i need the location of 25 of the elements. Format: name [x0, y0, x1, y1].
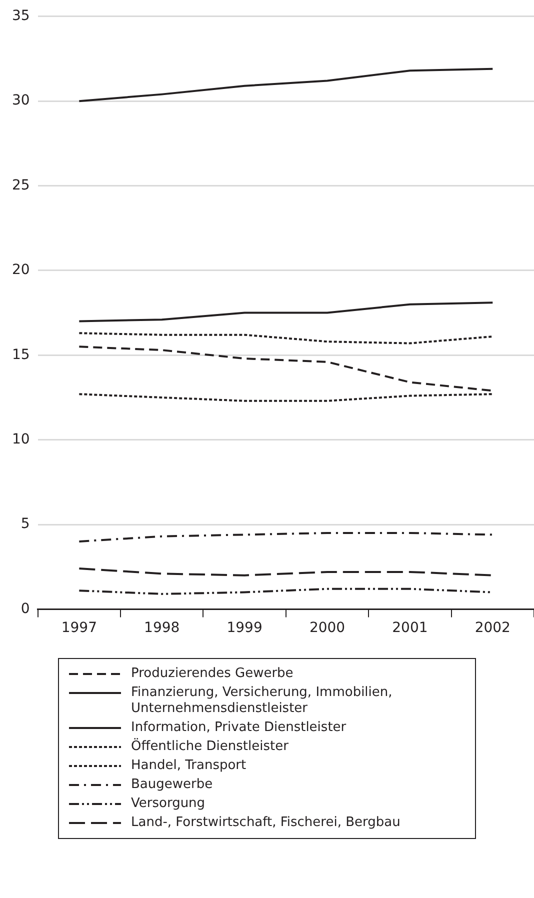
legend-label: Produzierendes Gewerbe — [131, 666, 294, 682]
y-tick-label: 25 — [12, 177, 30, 194]
x-tick-label: 1997 — [61, 620, 97, 636]
y-tick-label: 5 — [20, 516, 30, 532]
x-tick-label: 1998 — [144, 620, 180, 636]
legend-label: Öffentliche Dienstleister — [131, 739, 288, 755]
legend-label: Versorgung — [131, 796, 206, 812]
legend-label: Baugewerbe — [131, 777, 213, 793]
line-series — [78, 332, 494, 344]
y-tick-label: 0 — [20, 600, 30, 617]
y-tick-label: 30 — [12, 92, 30, 109]
line-series — [78, 568, 494, 576]
y-tick-label: 10 — [12, 431, 30, 448]
x-tick-label: 1999 — [226, 620, 262, 636]
x-tick-label: 2001 — [392, 620, 428, 636]
y-tick-label: 20 — [12, 262, 30, 278]
y-tick-label: 35 — [12, 8, 30, 24]
line-series — [78, 532, 494, 542]
x-tick-label: 2002 — [474, 620, 510, 636]
y-tick-label: 15 — [12, 346, 30, 363]
legend-label: Finanzierung, Versicherung, Immobilien, Unternehmensdienstleister — [131, 685, 394, 717]
x-tick-label: 2000 — [309, 620, 346, 636]
legend-label: Handel, Transport — [131, 758, 246, 774]
legend-label: Information, Private Dienstleister — [131, 720, 346, 736]
legend-label: Land-, Forstwirtschaft, Fischerei, Bergbau — [131, 815, 400, 831]
